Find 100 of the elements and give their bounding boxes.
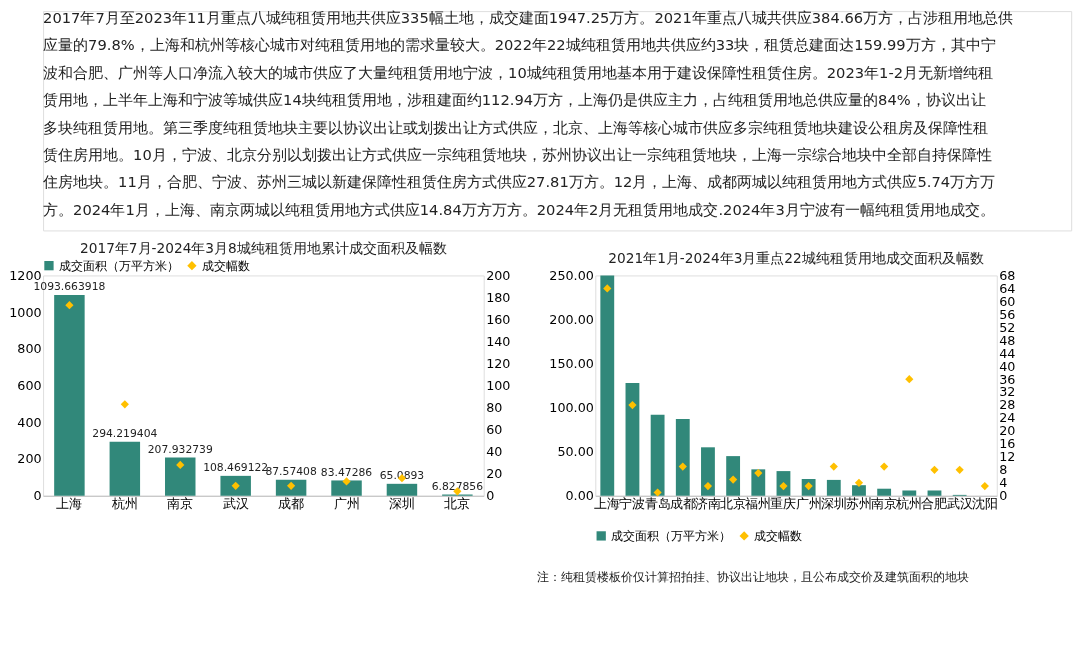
x-tick-label: 济南 bbox=[694, 496, 721, 512]
y-tick-label: 50.00 bbox=[557, 444, 594, 460]
legend-label: 成交幅数 bbox=[201, 258, 250, 273]
point bbox=[854, 478, 864, 487]
y2-tick-label: 48 bbox=[999, 332, 1016, 348]
x-tick-label: 宁波 bbox=[619, 496, 646, 512]
point bbox=[653, 488, 662, 497]
x-tick-label: 北京 bbox=[444, 496, 471, 512]
point bbox=[628, 400, 637, 410]
legend-label: 成交幅数 bbox=[753, 528, 802, 543]
y2-tick-label: 44 bbox=[999, 345, 1016, 361]
bar bbox=[275, 479, 307, 496]
x-tick-label: 南京 bbox=[871, 496, 898, 512]
point bbox=[905, 375, 914, 384]
point bbox=[65, 301, 74, 310]
point bbox=[342, 477, 351, 486]
text: 波和合肥、广州等人口净流入较大的城市供应了大量纯租赁用地宁波，10城纯租赁用地基本用于建设保障性租赁住房。2023年1-2月无新增纯租 bbox=[43, 63, 994, 81]
bar bbox=[54, 294, 85, 496]
y2-tick-label: 12 bbox=[999, 449, 1016, 465]
x-tick-label: 杭州 bbox=[110, 496, 138, 512]
bar bbox=[650, 414, 665, 496]
y2-tick-label: 20 bbox=[999, 423, 1016, 439]
y2-tick-label: 200 bbox=[486, 267, 511, 283]
y2-tick-label: 60 bbox=[999, 293, 1016, 309]
bar bbox=[776, 471, 791, 496]
x-tick-label: 成都 bbox=[669, 496, 696, 512]
data-label: 294.219404 bbox=[92, 426, 158, 440]
bar bbox=[625, 382, 640, 496]
text: 注：纯租赁楼板价仅计算招拍挂、协议出让地块，且公布成交价及建筑面积的地块 bbox=[536, 569, 969, 584]
x-tick-label: 北京 bbox=[720, 496, 747, 512]
y2-tick-label: 64 bbox=[999, 280, 1016, 296]
x-tick-label: 苏州 bbox=[845, 496, 872, 512]
y2-tick-label: 16 bbox=[999, 436, 1016, 452]
x-tick-label: 重庆 bbox=[770, 496, 797, 512]
point bbox=[703, 481, 713, 491]
y2-tick-label: 20 bbox=[486, 466, 503, 482]
point bbox=[930, 465, 939, 474]
y-tick-label: 0 bbox=[33, 488, 42, 504]
text: 赁用地，上半年上海和宁波等城供应14块纯租赁用地，涉租建面约112.94万方，上海仍是供应主力，占纯租赁用地总供应量的84%，协议出让 bbox=[43, 91, 986, 109]
y2-tick-label: 56 bbox=[999, 306, 1016, 322]
x-tick-label: 武汉 bbox=[946, 496, 973, 512]
bar bbox=[877, 488, 892, 496]
x-tick-label: 广州 bbox=[795, 496, 822, 512]
point bbox=[880, 462, 889, 471]
data-label: 207.932739 bbox=[147, 442, 213, 456]
y2-tick-label: 140 bbox=[486, 333, 511, 349]
text: 2017年7月至2023年11月重点八城纯租赁用地共供应335幅土地，成交建面1947.25万方。2021年重点八城共供应384.66万方，占涉租用地总供 bbox=[43, 8, 1014, 26]
y2-tick-label: 36 bbox=[999, 371, 1016, 387]
bar bbox=[600, 275, 615, 496]
y-tick-label: 600 bbox=[17, 378, 42, 394]
data-label: 83.47286 bbox=[320, 465, 373, 479]
bar bbox=[386, 483, 418, 496]
y-tick-label: 1200 bbox=[9, 267, 42, 283]
point bbox=[603, 284, 612, 293]
text: 应量的79.8%，上海和杭州等核心城市对纯租赁用地的需求量较大。2022年22城纯租赁用地共供应约33块，租赁总建面达159.99万方，其中宁 bbox=[43, 36, 996, 54]
y-tick-label: 150.00 bbox=[549, 355, 594, 371]
data-label: 1093.663918 bbox=[33, 280, 106, 294]
y-tick-label: 200.00 bbox=[549, 311, 594, 327]
text: 方。2024年1月，上海、南京两城以纯租赁用地方式供应14.84万方万方。2024年2月无租赁用地成交.2024年3月宁波有一幅纯租赁用地成交。 bbox=[43, 200, 995, 218]
y2-tick-label: 40 bbox=[486, 444, 503, 460]
point bbox=[176, 460, 185, 470]
chart-title: 2017年7月-2024年3月8城纯租赁用地累计成交面积及幅数 bbox=[80, 239, 447, 256]
y-tick-label: 250.00 bbox=[549, 267, 594, 283]
bar bbox=[751, 469, 766, 496]
y-tick-label: 0.00 bbox=[565, 488, 594, 504]
y2-tick-label: 180 bbox=[486, 289, 511, 305]
x-tick-label: 成都 bbox=[278, 496, 305, 512]
y-tick-label: 100.00 bbox=[549, 400, 594, 416]
bar bbox=[220, 475, 251, 496]
bar bbox=[109, 441, 141, 496]
y-tick-label: 400 bbox=[17, 414, 42, 430]
y2-tick-label: 28 bbox=[999, 397, 1016, 413]
x-tick-label: 南京 bbox=[167, 496, 194, 512]
data-label: 6.827856 bbox=[431, 479, 484, 493]
y2-tick-label: 24 bbox=[999, 410, 1016, 426]
bar bbox=[852, 485, 866, 496]
bar bbox=[331, 480, 362, 496]
bar bbox=[726, 456, 741, 496]
y2-tick-label: 40 bbox=[999, 358, 1016, 374]
bar bbox=[826, 479, 841, 496]
x-tick-label: 合肥 bbox=[921, 496, 948, 512]
y2-tick-label: 4 bbox=[999, 475, 1008, 491]
x-tick-label: 沈阳 bbox=[971, 496, 998, 512]
point bbox=[754, 468, 763, 478]
y2-tick-label: 0 bbox=[486, 488, 495, 504]
bar bbox=[902, 490, 917, 496]
text: 住房地块。11月，合肥、宁波、苏州三城以新建保障性租赁住房方式供应27.81万方。12月，上海、成都两城以纯租赁用地方式供应5.74万方万 bbox=[42, 173, 996, 191]
x-tick-label: 武汉 bbox=[222, 496, 249, 512]
point bbox=[678, 462, 687, 471]
point bbox=[955, 465, 964, 474]
x-tick-label: 上海 bbox=[594, 496, 621, 512]
text: 赁住房用地。10月，宁波、北京分别以划拨出让方式供应一宗纯租赁地块，苏州协议出让一宗纯租赁地块，上海一宗综合地块中全部自持保障性 bbox=[43, 145, 992, 163]
text: 多块纯租赁用地。第三季度纯租赁地块主要以协议出让或划拨出让方式供应，北京、上海等核心城市供应多宗纯租赁地块建设公租房及保障性租 bbox=[43, 118, 989, 136]
y2-tick-label: 52 bbox=[999, 319, 1016, 335]
x-tick-label: 上海 bbox=[56, 496, 83, 512]
y2-tick-label: 32 bbox=[999, 384, 1016, 400]
y2-tick-label: 60 bbox=[486, 422, 503, 438]
bar bbox=[165, 457, 196, 496]
y2-tick-label: 100 bbox=[486, 378, 511, 394]
x-tick-label: 深圳 bbox=[388, 496, 415, 512]
